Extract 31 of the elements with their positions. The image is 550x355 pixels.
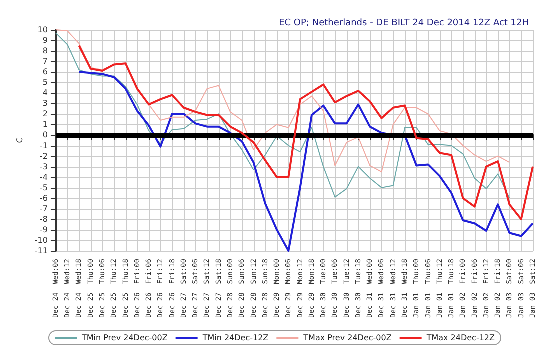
legend-label: TMin Prev 24Dec-00Z (80, 334, 168, 342)
y-tick-label: 5 (42, 78, 48, 88)
y-tick-label: 1 (42, 120, 48, 130)
y-tick-label: 8 (42, 46, 48, 56)
y-axis-title: C (16, 137, 24, 144)
y-tick-label: 4 (42, 88, 48, 98)
y-tick-label: -7 (40, 204, 48, 214)
y-tick-label: -1 (40, 141, 48, 150)
y-tick-label: 3 (42, 99, 48, 108)
y-tick-label: -4 (40, 172, 48, 182)
y-tick-label: -8 (40, 214, 48, 224)
y-tick-label: 6 (42, 68, 48, 77)
y-tick-label: -11 (34, 246, 48, 256)
y-tick-label: -2 (40, 152, 48, 161)
y-tick-label: -6 (40, 194, 48, 203)
chart-title: EC OP; Netherlands - DE BILT 24 Dec 2014 12Z Act 12H (279, 18, 530, 28)
legend-label: TMin 24Dec-12Z (202, 334, 270, 342)
y-tick-label: -5 (40, 183, 48, 192)
y-tick-label: -10 (34, 236, 48, 245)
y-tick-label: -9 (40, 225, 48, 234)
y-tick-label: 0 (42, 130, 48, 140)
line-series (55, 32, 510, 199)
legend-label: TMax 24Dec-12Z (426, 334, 496, 342)
line-series (78, 44, 534, 220)
y-tick-label: 2 (42, 110, 48, 119)
y-tick-label: 10 (38, 26, 48, 34)
legend-label: TMax Prev 24Dec-00Z (302, 334, 392, 342)
y-tick-label: -3 (40, 162, 48, 172)
line-series (78, 71, 534, 252)
y-tick-label: 9 (42, 36, 48, 46)
y-tick-label: 7 (42, 57, 48, 66)
